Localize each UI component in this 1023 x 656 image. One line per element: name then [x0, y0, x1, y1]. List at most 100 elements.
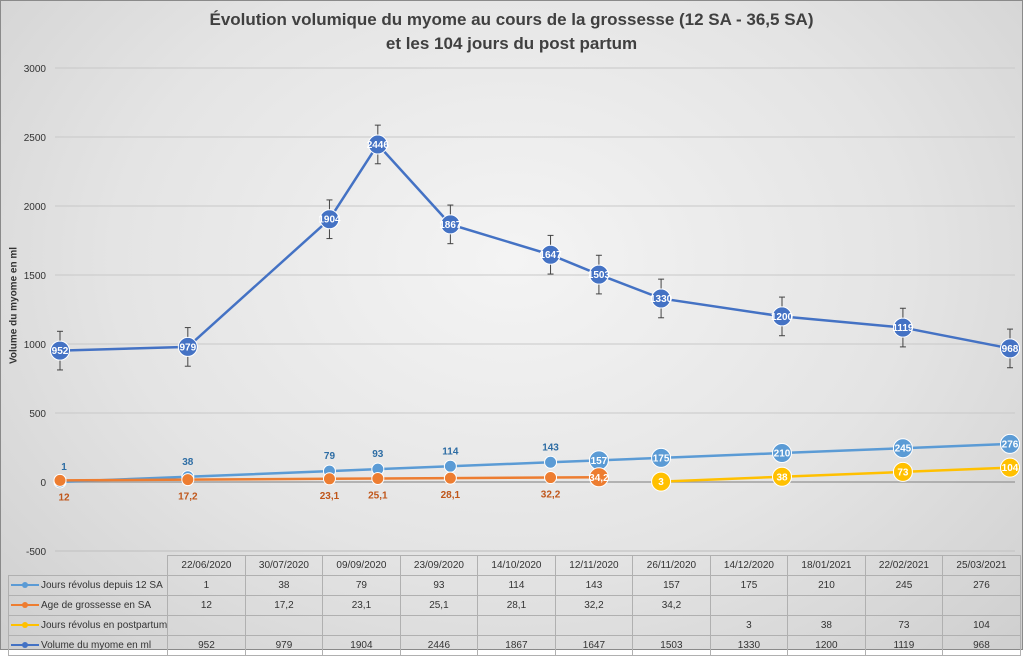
data-point: [53, 473, 67, 487]
table-cell: 93: [399, 575, 479, 596]
series-name: Jours révolus depuis 12 SA: [41, 580, 163, 591]
table-cell: [787, 595, 866, 616]
table-cell: 1647: [554, 635, 634, 656]
data-label: 175: [653, 453, 670, 464]
table-cell: [864, 595, 944, 616]
table-cell: [477, 615, 556, 636]
table-cell: 34,2: [632, 595, 711, 616]
data-point: [1000, 433, 1020, 454]
data-point: [892, 461, 913, 482]
data-label: 38: [182, 457, 194, 468]
data-point: [319, 209, 340, 230]
data-point: [772, 443, 792, 464]
data-label: 1503: [588, 270, 611, 281]
table-cell: 143: [554, 575, 634, 596]
table-cell: 73: [864, 615, 944, 636]
y-tick-label: 0: [40, 478, 46, 489]
data-label: 32,2: [541, 490, 561, 501]
table-cell: [244, 615, 324, 636]
data-point: [651, 471, 672, 492]
data-point: [177, 336, 198, 357]
data-point: [651, 447, 672, 468]
y-tick-label: 1500: [24, 271, 47, 282]
series-name: Jours révolus en postpartum: [41, 620, 168, 631]
table-cell: [942, 595, 1021, 616]
legend-key-icon: [11, 602, 39, 609]
series-legend: Jours révolus depuis 12 SA: [7, 575, 169, 596]
data-point: [443, 471, 457, 485]
data-label: 1904: [318, 215, 341, 226]
series-legend: Age de grossesse en SA: [7, 595, 169, 616]
data-point: [540, 244, 561, 265]
data-point: [544, 455, 558, 469]
table-cell: 23,1: [322, 595, 401, 616]
data-label: 79: [324, 451, 336, 462]
table-row: Jours révolus depuis 12 SA 1 38 79 93 114 143 1…: [7, 575, 1021, 596]
data-label: 1647: [539, 250, 562, 261]
title-line-1: Évolution volumique du myome au cours de…: [209, 10, 814, 29]
table-row: Jours révolus en postpartum 3 38 73 104: [7, 615, 1021, 636]
data-point: [772, 306, 792, 327]
table-cell: 3: [709, 615, 789, 636]
data-label: 12: [58, 492, 70, 503]
table-cell: 32,2: [554, 595, 634, 616]
table-cell: 245: [864, 575, 944, 596]
data-label: 245: [895, 444, 912, 455]
table-cell: 2446: [399, 635, 479, 656]
table-cell: 79: [322, 575, 401, 596]
data-label: 38: [776, 472, 788, 483]
table-cell: 1867: [477, 635, 556, 656]
data-point: [50, 340, 70, 361]
data-label: 1330: [650, 294, 673, 305]
data-label: 23,1: [320, 491, 340, 502]
table-corner: [9, 556, 168, 576]
table-cell: 175: [709, 575, 789, 596]
table-cell: 28,1: [477, 595, 556, 616]
data-label: 979: [179, 342, 196, 353]
table-cell: 968: [942, 635, 1021, 656]
table-header-date: 22/06/2020: [167, 555, 246, 576]
y-tick-label: -500: [26, 547, 46, 558]
table-row: Volume du myome en ml 952 979 1904 2446 1867 1…: [7, 635, 1021, 656]
table-cell: 38: [244, 575, 324, 596]
data-label: 143: [542, 442, 559, 453]
data-label: 93: [372, 449, 384, 460]
table-header-date: 25/03/2021: [942, 555, 1021, 576]
data-label: 210: [774, 449, 791, 460]
table-cell: 979: [244, 635, 324, 656]
table-cell: [632, 615, 711, 636]
series-legend: Jours révolus en postpartum: [7, 615, 169, 636]
table-header-date: 23/09/2020: [399, 555, 479, 576]
data-point: [1000, 457, 1020, 478]
data-point: [367, 134, 388, 155]
data-label: 73: [897, 467, 909, 478]
table-cell: 25,1: [399, 595, 479, 616]
data-label: 104: [1002, 463, 1019, 474]
data-point: [892, 317, 913, 338]
series-legend: Volume du myome en ml: [7, 635, 169, 656]
legend-key-icon: [11, 582, 39, 589]
data-label: 3: [658, 477, 664, 488]
data-label: 28,1: [441, 490, 461, 501]
table-cell: 38: [787, 615, 866, 636]
data-point: [371, 472, 385, 486]
data-label: 25,1: [368, 491, 388, 502]
data-label: 1867: [439, 220, 462, 231]
data-label: 17,2: [178, 492, 198, 503]
data-point: [1000, 338, 1020, 359]
data-label: 114: [442, 446, 459, 457]
data-point: [588, 467, 609, 488]
table-cell: 104: [942, 615, 1021, 636]
legend-key-icon: [11, 622, 39, 629]
data-point: [181, 473, 195, 487]
series-line: [59, 142, 1011, 352]
series-name: Age de grossesse en SA: [41, 600, 152, 611]
series-line: [661, 466, 1011, 483]
data-label: 157: [591, 456, 608, 467]
table-cell: 276: [942, 575, 1021, 596]
data-point: [322, 472, 336, 486]
data-point: [651, 288, 672, 309]
y-tick-label: 500: [29, 409, 46, 420]
table-cell: 1330: [709, 635, 789, 656]
